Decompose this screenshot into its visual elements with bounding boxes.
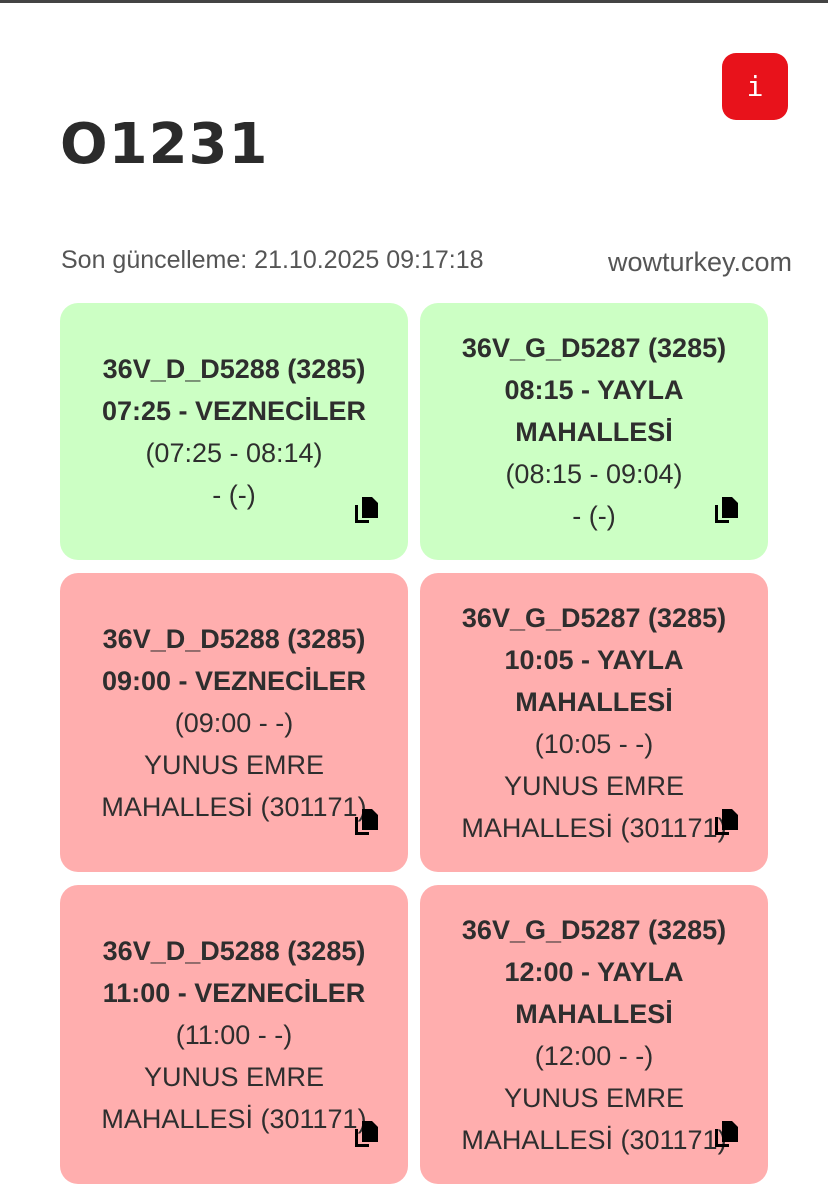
trip-card[interactable]: 36V_G_D5287 (3285) 12:00 - YAYLA MAHALLE… — [420, 885, 768, 1184]
trip-card[interactable]: 36V_D_D5288 (3285) 07:25 - VEZNECİLER (0… — [60, 303, 408, 560]
trip-times: (09:00 - -) — [174, 707, 294, 738]
trip-title: 36V_D_D5288 (3285) — [102, 623, 366, 654]
trip-stop: YUNUS EMRE MAHALLESİ (301171) — [461, 1082, 727, 1155]
trip-stop: YUNUS EMRE MAHALLESİ (301171) — [101, 1061, 367, 1134]
trip-destination: 11:00 - VEZNECİLER — [102, 977, 366, 1008]
page-title: O1231 — [60, 112, 269, 177]
trip-stop: - (-) — [212, 479, 256, 510]
trip-card[interactable]: 36V_D_D5288 (3285) 09:00 - VEZNECİLER (0… — [60, 573, 408, 872]
trip-times: (10:05 - -) — [534, 728, 654, 759]
copy-icon[interactable] — [714, 808, 740, 836]
trip-times: (11:00 - -) — [175, 1019, 293, 1050]
copy-icon[interactable] — [354, 808, 380, 836]
trip-times: (08:15 - 09:04) — [505, 458, 683, 489]
watermark: wowturkey.com — [600, 240, 792, 284]
copy-icon[interactable] — [354, 1120, 380, 1148]
last-update-text: Son güncelleme: 21.10.2025 09:17:18 — [61, 246, 484, 274]
trip-stop: - (-) — [572, 500, 616, 531]
trip-title: 36V_G_D5287 (3285) — [461, 602, 727, 633]
trip-card[interactable]: 36V_G_D5287 (3285) 08:15 - YAYLA MAHALLE… — [420, 303, 768, 560]
trip-destination: 10:05 - YAYLA MAHALLESİ — [504, 644, 684, 717]
trip-stop: YUNUS EMRE MAHALLESİ (301171) — [461, 770, 727, 843]
copy-icon[interactable] — [714, 496, 740, 524]
trip-title: 36V_D_D5288 (3285) — [102, 935, 366, 966]
trip-destination: 12:00 - YAYLA MAHALLESİ — [504, 956, 684, 1029]
trip-stop: YUNUS EMRE MAHALLESİ (301171) — [101, 749, 367, 822]
trip-title: 36V_G_D5287 (3285) — [461, 332, 727, 363]
trip-title: 36V_G_D5287 (3285) — [461, 914, 727, 945]
trip-destination: 09:00 - VEZNECİLER — [101, 665, 367, 696]
copy-icon[interactable] — [714, 1120, 740, 1148]
trip-destination: 07:25 - VEZNECİLER — [101, 395, 367, 426]
info-button[interactable]: i — [722, 53, 788, 120]
trip-title: 36V_D_D5288 (3285) — [102, 353, 366, 384]
trip-destination: 08:15 - YAYLA MAHALLESİ — [504, 374, 684, 447]
trip-times: (12:00 - -) — [534, 1040, 654, 1071]
trip-times: (07:25 - 08:14) — [145, 437, 323, 468]
trip-card[interactable]: 36V_G_D5287 (3285) 10:05 - YAYLA MAHALLE… — [420, 573, 768, 872]
copy-icon[interactable] — [354, 496, 380, 524]
top-border — [0, 0, 828, 3]
trip-card[interactable]: 36V_D_D5288 (3285) 11:00 - VEZNECİLER (1… — [60, 885, 408, 1184]
